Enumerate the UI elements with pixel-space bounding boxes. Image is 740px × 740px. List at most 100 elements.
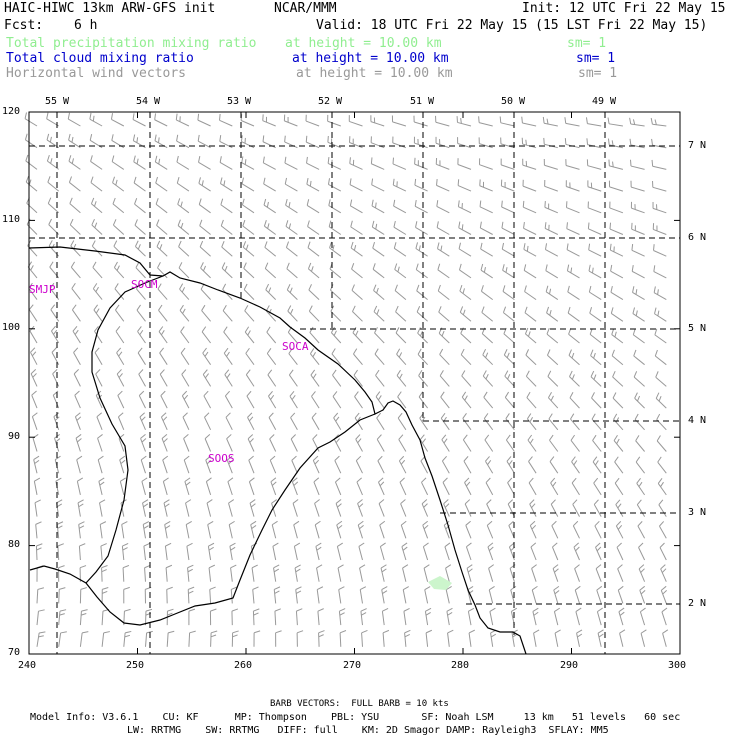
wind-barb bbox=[166, 608, 174, 626]
wind-barb bbox=[114, 283, 125, 300]
wind-barb bbox=[201, 326, 211, 344]
wind-barb bbox=[92, 261, 103, 279]
wind-barb bbox=[404, 629, 411, 647]
wind-barb bbox=[245, 369, 255, 387]
wind-barb bbox=[544, 201, 558, 214]
wind-barb bbox=[592, 456, 602, 474]
wind-barb bbox=[33, 455, 40, 474]
wind-barb bbox=[186, 542, 193, 561]
y-tick-label: 120 bbox=[2, 106, 21, 117]
wind-barb bbox=[543, 158, 558, 170]
wind-barb bbox=[113, 261, 125, 279]
wind-barb bbox=[593, 499, 602, 517]
wind-barb bbox=[590, 349, 602, 366]
wind-barb bbox=[481, 327, 494, 344]
wind-barb bbox=[525, 370, 537, 387]
wind-barb bbox=[56, 521, 64, 539]
wind-barb bbox=[526, 391, 537, 409]
wind-barb bbox=[336, 520, 343, 539]
wind-barb bbox=[46, 112, 59, 127]
wind-barb bbox=[571, 477, 580, 496]
wind-barb bbox=[336, 542, 343, 561]
wind-barb bbox=[395, 327, 407, 344]
wind-barb bbox=[231, 608, 239, 626]
wind-barb bbox=[219, 156, 233, 170]
wind-barb bbox=[263, 177, 276, 192]
wind-barb bbox=[112, 219, 125, 235]
wind-barb bbox=[99, 499, 106, 517]
wind-barb bbox=[250, 542, 258, 561]
wind-barb bbox=[177, 198, 190, 214]
wind-barb bbox=[181, 390, 190, 409]
y-tick-label: 80 bbox=[8, 539, 21, 550]
wind-barb bbox=[57, 543, 64, 561]
wind-barb bbox=[246, 390, 255, 409]
wind-barb bbox=[530, 542, 537, 561]
wind-barb bbox=[311, 412, 320, 431]
wind-barb bbox=[327, 157, 342, 170]
wind-barb bbox=[144, 586, 152, 604]
wind-barb bbox=[74, 412, 82, 430]
wind-barb bbox=[635, 456, 645, 474]
wind-barb bbox=[284, 156, 298, 170]
wind-barb bbox=[465, 542, 472, 561]
wind-barb bbox=[154, 134, 168, 149]
wind-barb bbox=[657, 478, 667, 496]
wind-barb bbox=[242, 219, 255, 235]
wind-barb bbox=[458, 263, 472, 279]
wind-barb bbox=[533, 629, 540, 647]
wind-barb bbox=[138, 390, 146, 409]
wind-barb bbox=[182, 412, 190, 431]
wind-barb bbox=[500, 158, 515, 170]
wind-barb bbox=[156, 219, 168, 235]
wind-barb bbox=[614, 456, 624, 474]
wind-barb bbox=[69, 197, 81, 214]
wind-barb bbox=[306, 199, 320, 214]
wind-barb bbox=[414, 178, 428, 192]
wind-barb bbox=[459, 306, 472, 322]
wind-barb bbox=[375, 369, 385, 387]
lat-label: 7 N bbox=[688, 140, 707, 151]
wind-barb bbox=[30, 368, 38, 387]
wind-barb bbox=[55, 477, 62, 496]
wind-barb bbox=[355, 455, 363, 474]
wind-barb bbox=[50, 325, 60, 344]
wind-barb bbox=[636, 499, 646, 517]
wind-barb bbox=[375, 391, 385, 409]
wind-barb bbox=[507, 499, 515, 517]
wind-barb bbox=[209, 608, 217, 626]
wind-barb bbox=[618, 607, 625, 626]
wind-barb bbox=[527, 434, 537, 452]
wind-barb bbox=[154, 113, 168, 127]
wind-barb bbox=[315, 542, 322, 561]
wind-barb bbox=[292, 499, 299, 517]
wind-barb bbox=[424, 586, 431, 604]
station-label: SMJP bbox=[29, 283, 56, 296]
wind-barb bbox=[591, 413, 602, 431]
wind-barb bbox=[509, 564, 516, 582]
wind-barb bbox=[247, 412, 255, 431]
wind-barb bbox=[243, 283, 255, 300]
wind-barb bbox=[91, 240, 103, 257]
wind-barb bbox=[653, 244, 667, 257]
wind-barb bbox=[547, 370, 559, 387]
wind-barb bbox=[573, 542, 580, 561]
wind-barb bbox=[461, 370, 472, 387]
wind-barb bbox=[374, 327, 385, 344]
wind-barb bbox=[576, 629, 583, 647]
wind-barb bbox=[94, 347, 103, 365]
wind-barb bbox=[638, 564, 646, 582]
wind-barb bbox=[28, 304, 38, 322]
wind-barb bbox=[71, 282, 81, 300]
wind-barb bbox=[436, 200, 450, 214]
wind-barb bbox=[165, 564, 173, 582]
wind-barb bbox=[90, 176, 103, 192]
wind-barb bbox=[490, 629, 497, 647]
wind-barb bbox=[397, 391, 407, 409]
wind-barb bbox=[480, 263, 493, 279]
wind-barb bbox=[138, 369, 146, 387]
wind-barb bbox=[95, 369, 103, 387]
wind-barb bbox=[67, 112, 81, 127]
wind-barb bbox=[159, 369, 168, 387]
wind-barb bbox=[417, 327, 428, 344]
